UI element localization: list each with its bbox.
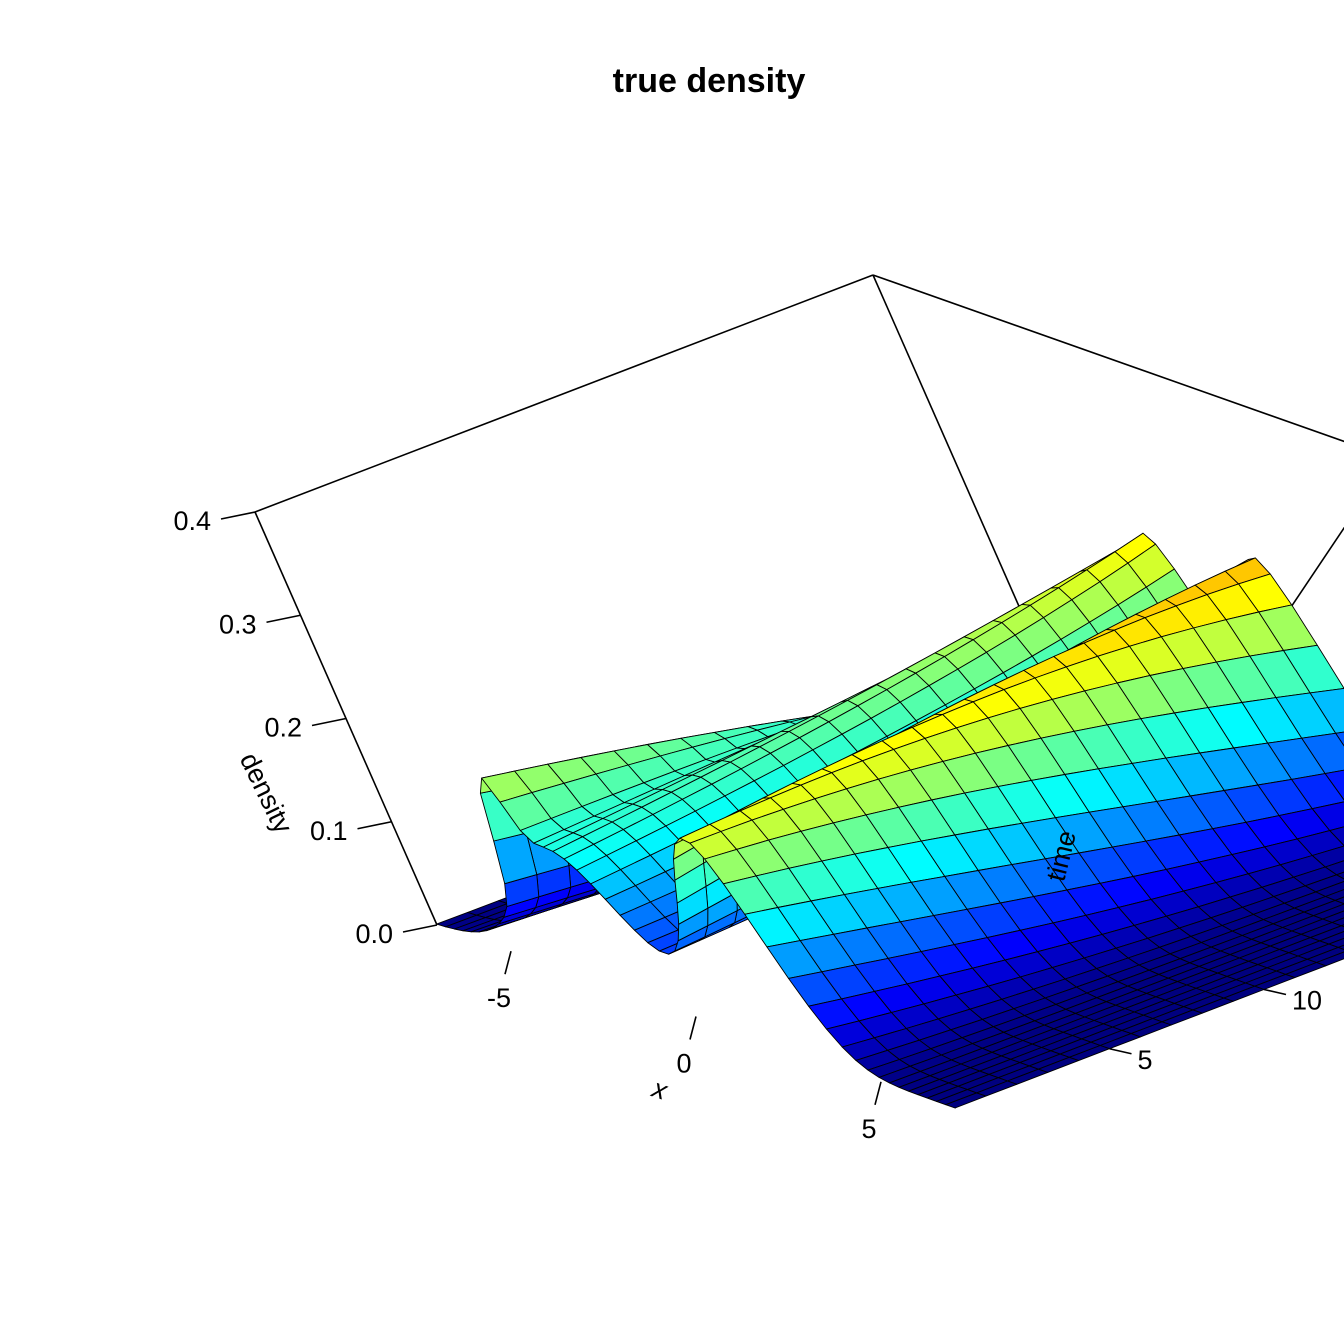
x-tick-mark: [874, 1081, 882, 1106]
z-tick-label: 0.1: [310, 816, 348, 846]
time-tick-mark: [1263, 988, 1287, 996]
z-axis-label: density: [234, 748, 299, 838]
time-tick-mark: [1109, 1047, 1132, 1055]
x-tick-label: 0: [676, 1049, 691, 1079]
time-tick-label: 10: [1292, 986, 1322, 1016]
time-tick-label: 5: [1138, 1045, 1153, 1075]
x-tick-label: 5: [861, 1114, 876, 1144]
z-tick-mark: [402, 924, 438, 933]
z-tick-label: 0.3: [219, 609, 257, 639]
x-axis-label: x: [647, 1072, 672, 1106]
x-tick-mark: [504, 950, 512, 975]
z-tick-mark: [220, 511, 256, 520]
z-tick-label: 0.0: [355, 919, 393, 949]
x-tick-label: -5: [487, 983, 511, 1013]
box-edge: [872, 274, 1344, 443]
axis-ticks: 0.00.10.20.30.4-50551015: [173, 506, 1322, 1144]
z-tick-mark: [266, 614, 301, 624]
surface-facet: [1337, 944, 1344, 950]
x-tick-mark: [689, 1016, 697, 1040]
chart-title: true density: [613, 62, 806, 100]
z-tick-label: 0.2: [264, 713, 302, 743]
z-tick-label: 0.4: [173, 506, 211, 536]
z-tick-mark: [311, 717, 347, 727]
box-edge: [254, 274, 874, 513]
surface-mesh: [436, 532, 1344, 1109]
surface-facet: [945, 1092, 987, 1109]
z-tick-mark: [357, 820, 392, 830]
